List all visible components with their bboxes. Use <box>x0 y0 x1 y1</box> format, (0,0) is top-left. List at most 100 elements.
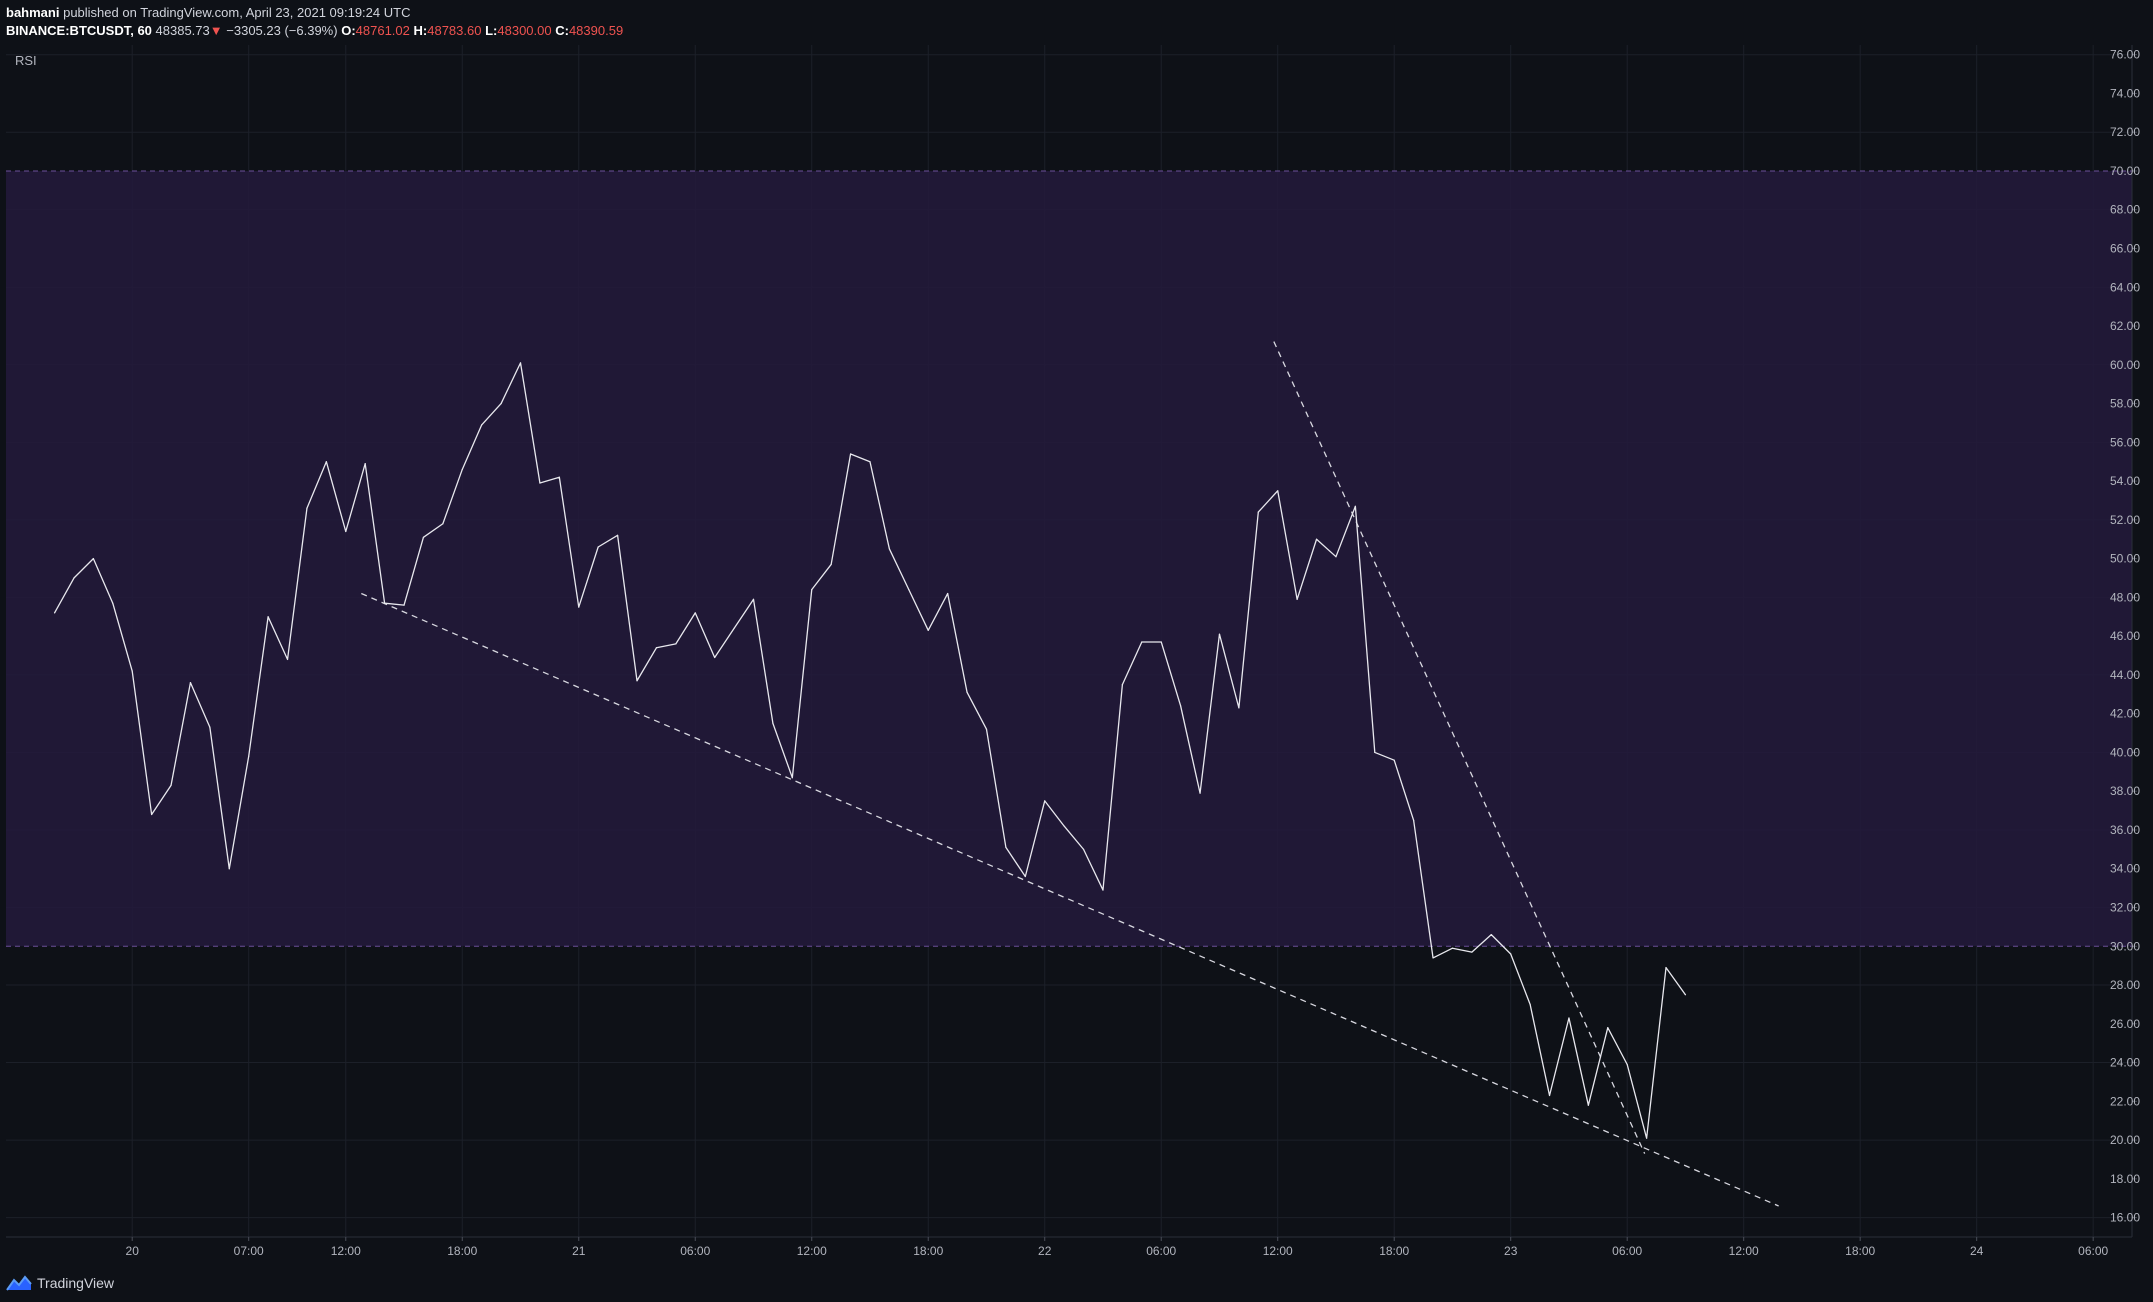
rsi-point <box>1607 1027 1609 1029</box>
rsi-point <box>170 784 172 786</box>
rsi-point <box>345 530 347 533</box>
rsi-point <box>1587 1104 1589 1106</box>
rsi-point <box>1335 556 1337 558</box>
x-tick-label: 12:00 <box>797 1244 827 1258</box>
author-name[interactable]: bahmani <box>6 5 60 20</box>
x-tick-label: 18:00 <box>1379 1244 1409 1258</box>
x-tick-label: 23 <box>1504 1244 1518 1258</box>
published-text: published on TradingView.com, April 23, … <box>63 5 411 20</box>
y-tick-label: 20.00 <box>2110 1133 2140 1147</box>
rsi-point <box>1490 934 1492 936</box>
rsi-point <box>908 589 910 591</box>
close-label: C: <box>555 23 569 38</box>
rsi-point <box>1024 875 1026 878</box>
y-tick-label: 28.00 <box>2110 978 2140 992</box>
x-tick-label: 18:00 <box>447 1244 477 1258</box>
x-tick-label: 07:00 <box>234 1244 264 1258</box>
x-tick-label: 12:00 <box>331 1244 361 1258</box>
y-tick-label: 68.00 <box>2110 203 2140 217</box>
rsi-point <box>714 656 716 659</box>
price-axis[interactable]: 16.00 18.00 20.00 22.00 24.00 26.00 28.00 30.00… <box>2110 48 2140 1225</box>
rsi-point <box>1451 947 1454 949</box>
rsi-band <box>6 170 2132 947</box>
rsi-point <box>92 558 94 560</box>
x-tick-label: 12:00 <box>1729 1244 1759 1258</box>
y-tick-label: 50.00 <box>2110 552 2140 566</box>
rsi-point <box>1277 490 1279 492</box>
rsi-point <box>131 670 133 672</box>
y-tick-label: 32.00 <box>2110 901 2140 915</box>
y-tick-label: 44.00 <box>2110 668 2140 682</box>
rsi-point <box>286 658 289 661</box>
change-down-icon: ▼ <box>209 23 223 38</box>
trendlines[interactable] <box>361 341 1779 1207</box>
rsi-point <box>578 606 580 608</box>
rsi-point <box>947 592 949 595</box>
rsi-point <box>1354 505 1356 507</box>
rsi-point <box>519 362 522 364</box>
rsi-point <box>403 604 405 606</box>
x-tick-label: 24 <box>1970 1244 1984 1258</box>
rsi-point <box>1121 684 1123 686</box>
rsi-point <box>73 577 75 579</box>
rsi-point <box>675 643 677 645</box>
rsi-point <box>966 691 968 693</box>
rsi-point <box>1238 707 1240 709</box>
rsi-point <box>248 755 250 757</box>
rsi-point <box>53 612 56 614</box>
y-tick-label: 76.00 <box>2110 48 2140 62</box>
rsi-point <box>1044 800 1046 802</box>
x-tick-label: 21 <box>572 1244 586 1258</box>
close-value: 48390.59 <box>568 23 624 38</box>
rsi-point <box>1180 705 1182 707</box>
rsi-point <box>1141 641 1143 643</box>
chart-header: bahmani published on TradingView.com, Ap… <box>6 4 623 40</box>
y-tick-label: 52.00 <box>2110 513 2140 527</box>
footer: TradingView <box>6 1274 114 1292</box>
rsi-point <box>1296 598 1298 600</box>
rsi-point <box>325 461 327 463</box>
rsi-point <box>1160 641 1162 643</box>
rsi-point <box>500 402 502 405</box>
y-tick-label: 40.00 <box>2110 745 2140 759</box>
y-tick-label: 24.00 <box>2110 1056 2140 1070</box>
rsi-point <box>306 507 308 509</box>
rsi-point <box>1063 825 1065 827</box>
x-tick-label: 22 <box>1038 1244 1052 1258</box>
y-tick-label: 64.00 <box>2110 280 2140 294</box>
y-tick-label: 54.00 <box>2110 474 2140 488</box>
x-tick-label: 06:00 <box>1612 1244 1642 1258</box>
rsi-point <box>539 482 541 484</box>
rsi-point <box>1374 751 1376 754</box>
y-tick-label: 60.00 <box>2110 358 2140 372</box>
rsi-point <box>694 612 696 614</box>
rsi-point <box>1548 1094 1551 1097</box>
rsi-point <box>461 468 463 471</box>
symbol-name[interactable]: BINANCE:BTCUSDT, 60 <box>6 23 152 38</box>
low-value: 48300.00 <box>497 23 552 38</box>
y-tick-label: 42.00 <box>2110 707 2140 721</box>
x-tick-label: 18:00 <box>1845 1244 1875 1258</box>
y-tick-label: 48.00 <box>2110 590 2140 604</box>
rsi-point <box>869 461 871 463</box>
tradingview-logo-icon[interactable] <box>6 1274 32 1292</box>
rsi-point <box>1257 511 1259 513</box>
trendline[interactable] <box>361 592 1779 1207</box>
rsi-point <box>267 616 269 618</box>
y-tick-label: 66.00 <box>2110 242 2140 256</box>
rsi-point <box>558 476 560 478</box>
rsi-point <box>112 602 114 604</box>
x-tick-label: 12:00 <box>1263 1244 1293 1258</box>
y-tick-label: 34.00 <box>2110 862 2140 876</box>
time-axis[interactable]: 20 07:00 12:00 18:00 21 06:00 12:00 18:00 22 06:0… <box>126 1237 2109 1258</box>
rsi-point <box>1413 819 1415 821</box>
indicator-title[interactable]: RSI <box>15 53 37 68</box>
rsi-point <box>442 523 444 525</box>
trendline[interactable] <box>1273 341 1646 1154</box>
footer-brand[interactable]: TradingView <box>37 1275 115 1291</box>
y-tick-label: 22.00 <box>2110 1094 2140 1108</box>
rsi-point <box>985 728 988 730</box>
rsi-point <box>811 589 813 591</box>
rsi-point <box>772 722 774 724</box>
